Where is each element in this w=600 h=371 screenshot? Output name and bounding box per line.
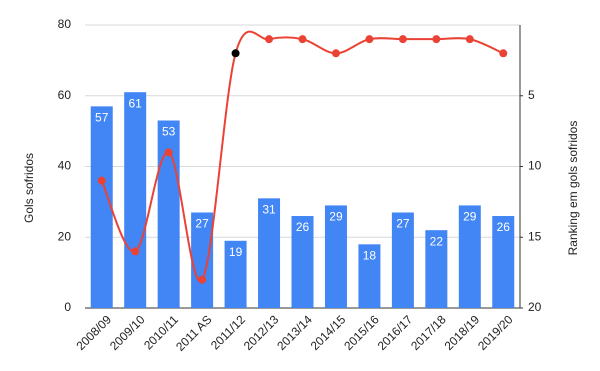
- line-point: [398, 35, 407, 44]
- x-tick-label: 2015/16: [341, 312, 382, 353]
- bar: [90, 106, 113, 308]
- line-point: [97, 176, 106, 185]
- y-tick-label: 20: [58, 229, 72, 243]
- x-tick-label: 2008/09: [74, 312, 115, 353]
- bar-label: 29: [329, 210, 343, 224]
- bar-label: 53: [162, 125, 176, 139]
- y-tick-label: 40: [58, 159, 72, 173]
- line-point: [231, 49, 240, 58]
- line-point: [198, 275, 207, 284]
- line-point: [131, 247, 140, 256]
- line-point: [298, 35, 307, 44]
- bar-label: 26: [497, 220, 511, 234]
- bar: [191, 212, 214, 308]
- bar: [224, 240, 247, 308]
- line-point: [432, 35, 441, 44]
- x-tick-label: 2019/20: [475, 312, 516, 353]
- bar: [258, 198, 281, 308]
- bar: [391, 212, 414, 308]
- bar: [458, 205, 481, 308]
- y-axis-label: Gols sofridos: [22, 153, 36, 223]
- bar: [492, 216, 515, 308]
- x-tick-label: 2011 AS: [173, 312, 214, 353]
- bar: [291, 216, 314, 308]
- bar-label: 57: [95, 111, 109, 125]
- x-tick-label: 2012/13: [241, 312, 282, 353]
- x-tick-label: 2018/19: [442, 312, 483, 353]
- x-tick-label: 2016/17: [375, 312, 416, 353]
- bar-label: 19: [229, 245, 243, 259]
- bar-label: 27: [396, 217, 410, 231]
- x-tick-label: 2011/12: [208, 312, 248, 352]
- line-point: [365, 35, 374, 44]
- y2-tick-label: 10: [528, 159, 542, 173]
- y2-tick-label: 15: [528, 229, 542, 243]
- x-tick-label: 2017/18: [408, 312, 449, 353]
- bar: [358, 244, 381, 308]
- line-point: [499, 49, 508, 58]
- bar: [425, 230, 448, 308]
- bar-label: 26: [296, 220, 310, 234]
- line-point: [164, 148, 173, 157]
- y-tick-label: 60: [58, 88, 72, 102]
- bar: [324, 205, 347, 308]
- x-tick-label: 2013/14: [274, 312, 315, 353]
- bar-label: 31: [262, 203, 276, 217]
- bar-label: 29: [463, 210, 477, 224]
- y-tick-label: 0: [64, 300, 71, 314]
- y2-axis-label: Ranking em gols sofridos: [566, 121, 580, 256]
- line-point: [465, 35, 474, 44]
- x-tick-label: 2009/10: [107, 312, 148, 353]
- bar: [124, 92, 147, 309]
- y2-tick-label: 5: [528, 88, 535, 102]
- bar-label: 18: [363, 248, 377, 262]
- bar-label: 27: [195, 217, 209, 231]
- x-tick-label: 2014/15: [308, 312, 349, 353]
- bar-label: 61: [129, 96, 143, 110]
- line-point: [265, 35, 274, 44]
- line-point: [331, 49, 340, 58]
- y-tick-label: 80: [58, 17, 72, 31]
- y2-tick-label: 20: [528, 300, 542, 314]
- bar-label: 22: [430, 234, 444, 248]
